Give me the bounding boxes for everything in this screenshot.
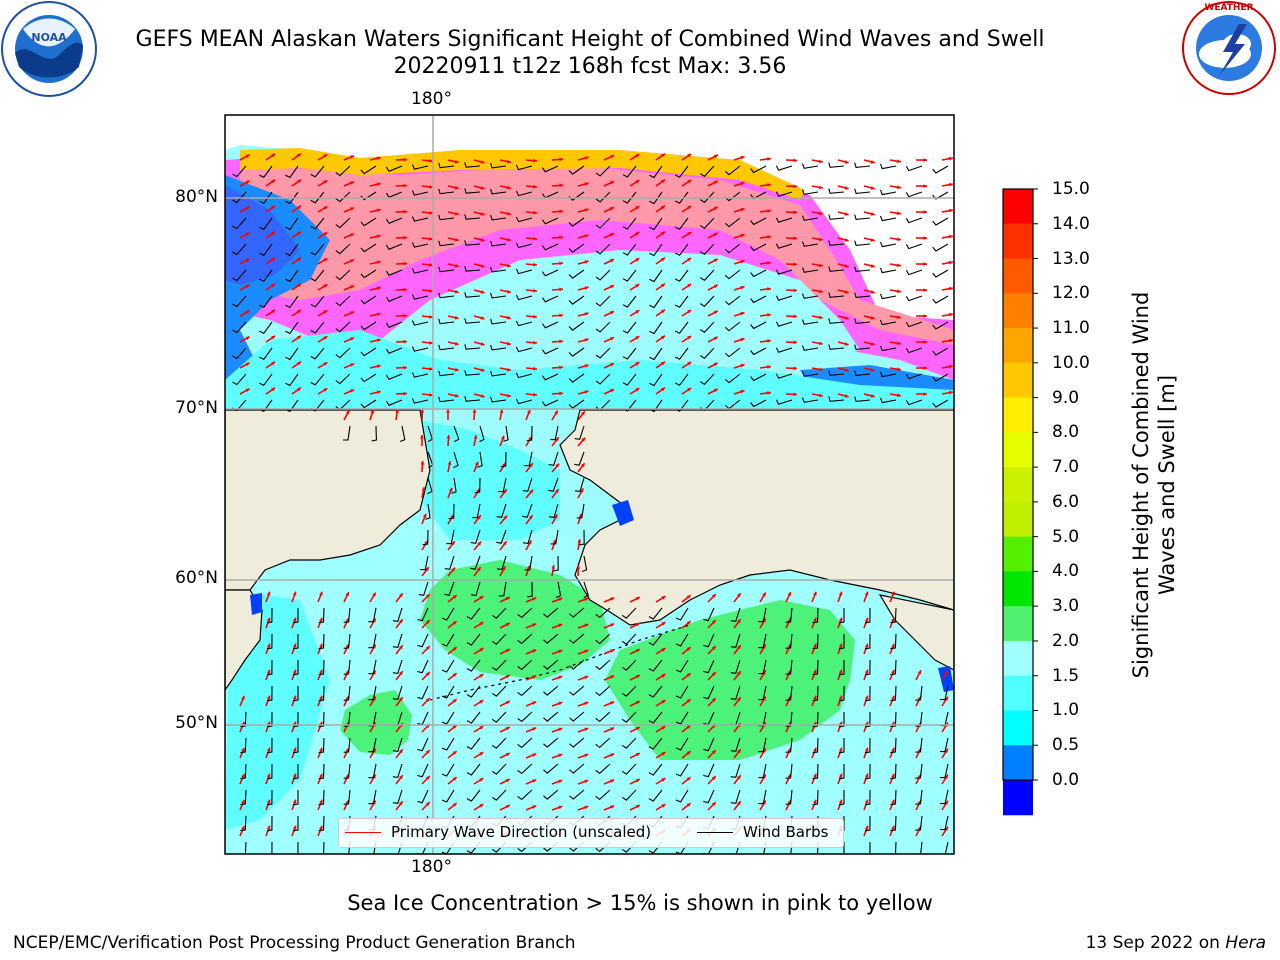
land-alaska bbox=[559, 409, 954, 626]
noaa-logo: NOAA bbox=[1, 1, 97, 97]
colorbar-bin bbox=[1003, 432, 1033, 468]
colorbar-bin bbox=[1003, 362, 1033, 399]
sea-ice-caption: Sea Ice Concentration > 15% is shown in … bbox=[347, 891, 933, 915]
colorbar-bin bbox=[1003, 293, 1033, 329]
colorbar-tick-label: 7.0 bbox=[1052, 457, 1080, 478]
lat-label-70: 70°N bbox=[175, 398, 218, 418]
lat-label-60: 60°N bbox=[175, 568, 218, 588]
colorbar-bin bbox=[1003, 328, 1033, 364]
graticule bbox=[225, 115, 954, 854]
page-title: GEFS MEAN Alaskan Waters Significant Hei… bbox=[135, 27, 1045, 52]
colorbar-tick-label: 0.0 bbox=[1052, 770, 1080, 790]
colorbar-bin bbox=[1003, 571, 1033, 607]
footer-credit: NCEP/EMC/Verification Post Processing Pr… bbox=[13, 933, 576, 953]
colorbar-tick-label: 6.0 bbox=[1052, 491, 1080, 512]
sea-ice-yellow bbox=[240, 148, 805, 200]
colorbar-tick-label: 2.0 bbox=[1052, 630, 1080, 651]
colorbar-tick-label: 9.0 bbox=[1052, 387, 1080, 408]
footer-host: Hera bbox=[1225, 933, 1266, 953]
colorbar-tick-label: 12.0 bbox=[1052, 283, 1090, 304]
colorbar-bin bbox=[1003, 640, 1033, 677]
colorbar-tick-label: 13.0 bbox=[1052, 248, 1090, 269]
colorbar bbox=[1003, 189, 1033, 816]
colorbar-tick-label: 10.0 bbox=[1052, 352, 1090, 373]
colorbar-tick-label: 1.0 bbox=[1052, 700, 1080, 721]
colorbar-title: Significant Height of Combined Wind Wave… bbox=[1129, 291, 1179, 679]
footer-date-text: 13 Sep 2022 on bbox=[1085, 933, 1226, 953]
colorbar-bin bbox=[1003, 189, 1033, 225]
colorbar-tick-label: 1.5 bbox=[1052, 665, 1080, 686]
nws-logo: WEATHER bbox=[1182, 1, 1276, 95]
wave-legend-label: Primary Wave Direction (unscaled) bbox=[391, 823, 652, 841]
colorbar-tick-label: 15.0 bbox=[1052, 179, 1090, 199]
colorbar-tick-label: 0.5 bbox=[1052, 735, 1080, 756]
colorbar-tick-label: 8.0 bbox=[1052, 422, 1080, 443]
colorbar-frame bbox=[1002, 188, 1034, 781]
no-data-region bbox=[225, 115, 954, 335]
colorbar-tick-label: 3.0 bbox=[1052, 596, 1080, 617]
lat-label-50: 50°N bbox=[175, 713, 218, 733]
colorbar-bin bbox=[1003, 536, 1033, 572]
wave-3m-gulf bbox=[605, 600, 855, 760]
wind-legend-line bbox=[697, 831, 733, 833]
colorbar-bin bbox=[1003, 745, 1033, 781]
colorbar-bin bbox=[1003, 606, 1033, 642]
colorbar-tick-label: 14.0 bbox=[1052, 213, 1090, 234]
svg-text:WEATHER: WEATHER bbox=[1204, 3, 1253, 13]
land-kamchatka bbox=[225, 589, 263, 692]
colorbar-bin bbox=[1003, 675, 1033, 711]
colorbar-tick-label: 4.0 bbox=[1052, 561, 1080, 582]
wave-legend-line bbox=[345, 831, 381, 833]
map-frame bbox=[224, 114, 955, 855]
wind-legend-label: Wind Barbs bbox=[743, 823, 829, 841]
svg-text:NOAA: NOAA bbox=[31, 31, 67, 44]
colorbar-tick-label: 11.0 bbox=[1052, 318, 1090, 339]
colorbar-bin bbox=[1003, 223, 1033, 260]
lat-label-80: 80°N bbox=[175, 187, 218, 207]
wave-3m-aleutian bbox=[340, 690, 412, 755]
colorbar-bin bbox=[1003, 501, 1033, 538]
sea-ice-light bbox=[240, 165, 954, 345]
colorbar-bin bbox=[1003, 397, 1033, 433]
map-area bbox=[225, 115, 954, 854]
colorbar-tick-label: 5.0 bbox=[1052, 526, 1080, 547]
colorbar-bin bbox=[1003, 258, 1033, 294]
page-subtitle: 20220911 t12z 168h fcst Max: 3.56 bbox=[393, 54, 787, 79]
colorbar-bin bbox=[1003, 780, 1033, 816]
map-legend: Primary Wave Direction (unscaled) Wind B… bbox=[338, 818, 844, 848]
wave-3m-bering bbox=[420, 560, 610, 680]
colorbar-bin bbox=[1003, 710, 1033, 746]
colorbar-bin bbox=[1003, 467, 1033, 503]
footer-date: 13 Sep 2022 on Hera bbox=[1086, 933, 1266, 953]
lon-label-top: 180° bbox=[411, 89, 452, 109]
lon-label-bottom: 180° bbox=[411, 857, 452, 877]
